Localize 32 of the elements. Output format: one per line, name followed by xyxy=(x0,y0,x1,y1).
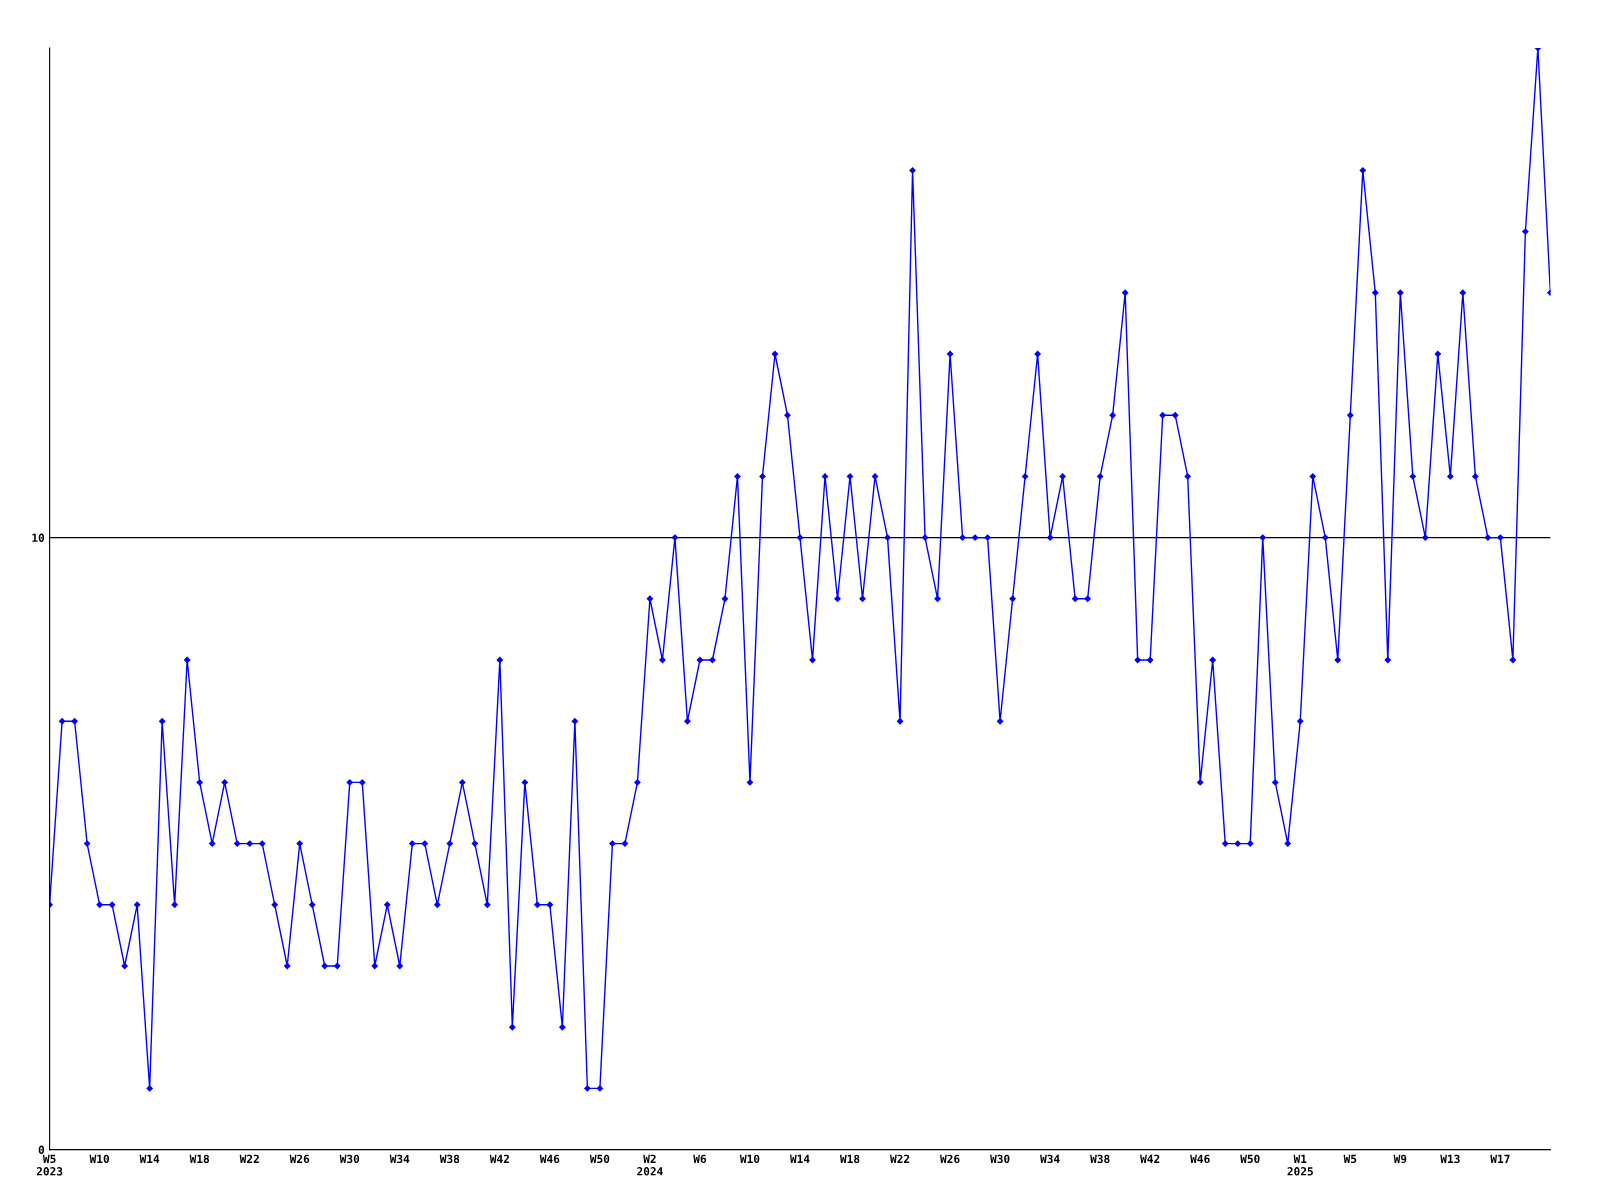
x-tick-label: W22 xyxy=(890,1154,910,1163)
x-tick-label: W38 xyxy=(1090,1154,1110,1164)
x-tick-label: W30 xyxy=(990,1154,1010,1164)
x-tick-label: W13 xyxy=(1440,1154,1460,1164)
x-tick-label: W14 xyxy=(789,1154,810,1163)
y-tick-label: 10 xyxy=(32,533,45,542)
x-tick-label: W1 2025 xyxy=(1287,1154,1313,1176)
x-tick-label: W34 xyxy=(389,1154,410,1164)
y-tick-label: 0 xyxy=(38,1145,45,1154)
x-tick-label: W14 xyxy=(139,1154,160,1163)
x-tick-label: W5 xyxy=(1343,1154,1357,1164)
x-tick-label: W50 xyxy=(1240,1154,1260,1164)
x-tick-label: W18 xyxy=(839,1154,860,1164)
x-tick-label: W10 xyxy=(89,1154,109,1164)
x-tick-label: W26 xyxy=(289,1154,310,1164)
x-tick-label: W46 xyxy=(539,1154,560,1164)
x-tick-label: W42 xyxy=(1140,1154,1160,1163)
x-tick-label: W6 xyxy=(693,1154,707,1164)
x-tick-label: W22 xyxy=(239,1154,259,1163)
x-tick-label: W46 xyxy=(1190,1154,1210,1164)
x-tick-label: W42 xyxy=(489,1154,509,1163)
x-tick-label: W18 xyxy=(189,1154,210,1164)
x-tick-label: W10 xyxy=(739,1154,760,1164)
x-tick-label: W26 xyxy=(940,1154,960,1164)
x-tick-label: W38 xyxy=(439,1154,460,1164)
x-tick-label: W2 2024 xyxy=(637,1154,663,1176)
x-tick-label: W30 xyxy=(339,1154,360,1164)
x-tick-label: W17 xyxy=(1490,1154,1510,1163)
x-tick-label: W50 xyxy=(589,1154,610,1164)
x-tick-label: W34 xyxy=(1040,1154,1060,1164)
x-tick-label: W5 2023 xyxy=(36,1154,63,1176)
x-tick-label: W9 xyxy=(1393,1154,1407,1164)
